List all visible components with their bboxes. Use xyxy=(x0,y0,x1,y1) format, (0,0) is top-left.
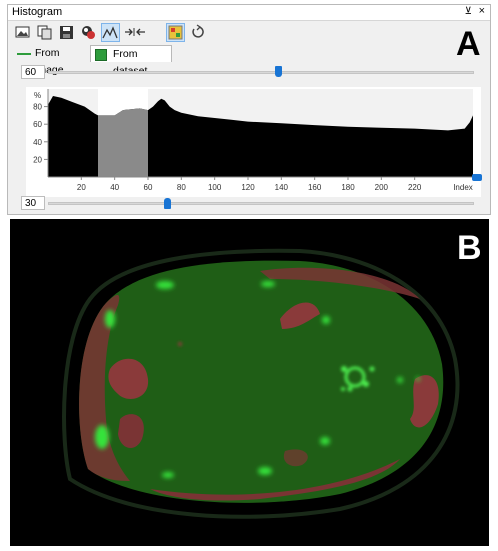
y-unit-label: % xyxy=(34,91,41,100)
tab-from-dataset[interactable]: From dataset xyxy=(90,45,172,77)
save-button[interactable] xyxy=(57,23,76,42)
fit-range-icon xyxy=(125,28,145,36)
line-swatch-icon xyxy=(17,53,31,55)
x-tick-label: 60 xyxy=(144,183,153,192)
reset-button[interactable] xyxy=(189,23,208,42)
lower-slider-thumb[interactable] xyxy=(163,198,171,209)
pin-icon[interactable]: ⊻ xyxy=(464,6,472,17)
color-palette-icon xyxy=(82,26,95,39)
upper-value-box[interactable]: 60 xyxy=(21,65,45,79)
curve-icon xyxy=(102,26,118,39)
upper-slider-track[interactable] xyxy=(48,71,474,74)
panel-title: Histogram xyxy=(12,6,63,18)
x-tick-label: 80 xyxy=(177,183,186,192)
image-icon xyxy=(15,26,30,38)
histogram-area xyxy=(48,96,473,177)
x-end-label: Index xyxy=(453,183,473,192)
y-tick-label: 80 xyxy=(33,103,42,112)
tab-from-image[interactable]: From image xyxy=(13,45,89,76)
histogram-panel: Histogram ⊻ × From image xyxy=(7,4,491,215)
dataset-swatch-icon xyxy=(95,49,107,61)
scan-image-panel: B xyxy=(10,219,489,546)
upper-slider-thumb[interactable] xyxy=(274,66,282,77)
x-tick-label: 40 xyxy=(110,183,119,192)
copy-button[interactable] xyxy=(35,23,54,42)
source-tabs: From image From dataset xyxy=(13,45,313,77)
fit-range-button[interactable] xyxy=(123,23,147,42)
panel-label-b: B xyxy=(457,229,482,267)
x-tick-label: 220 xyxy=(408,183,422,192)
x-tick-label: 20 xyxy=(77,183,86,192)
close-icon[interactable]: × xyxy=(478,5,485,17)
reset-icon xyxy=(192,24,204,38)
histogram-chart: % 80 60 40 20 20 40 60 80 100 120 140 160 180 200 220 In… xyxy=(33,89,473,192)
panel-label-a: A xyxy=(456,25,481,63)
overlay-icon xyxy=(168,25,183,40)
segmentation-overlay-image xyxy=(10,219,489,546)
panel-titlebar: Histogram ⊻ × xyxy=(8,5,490,21)
y-tick-label: 40 xyxy=(33,138,42,147)
histogram-plot-area: % 80 60 40 20 20 40 60 80 100 120 140 160 180 200 220 In… xyxy=(26,87,481,197)
curve-button[interactable] xyxy=(101,23,120,42)
image-button[interactable] xyxy=(13,23,32,42)
color-palette-button[interactable] xyxy=(79,23,98,42)
lower-slider-track[interactable] xyxy=(48,202,474,205)
lower-value-box[interactable]: 30 xyxy=(21,196,45,210)
x-tick-label: 180 xyxy=(341,183,355,192)
x-tick-label: 120 xyxy=(241,183,255,192)
copy-icon xyxy=(37,25,52,40)
save-icon xyxy=(60,26,73,39)
y-tick-label: 20 xyxy=(33,155,42,164)
x-tick-label: 100 xyxy=(208,183,222,192)
x-tick-label: 160 xyxy=(308,183,322,192)
selection-area xyxy=(98,108,148,177)
histogram-toolbar xyxy=(11,22,251,44)
vertical-scroll-thumb[interactable] xyxy=(472,174,482,181)
overlay-button[interactable] xyxy=(166,23,185,42)
x-tick-label: 200 xyxy=(375,183,389,192)
x-tick-label: 140 xyxy=(275,183,289,192)
y-tick-label: 60 xyxy=(33,120,42,129)
